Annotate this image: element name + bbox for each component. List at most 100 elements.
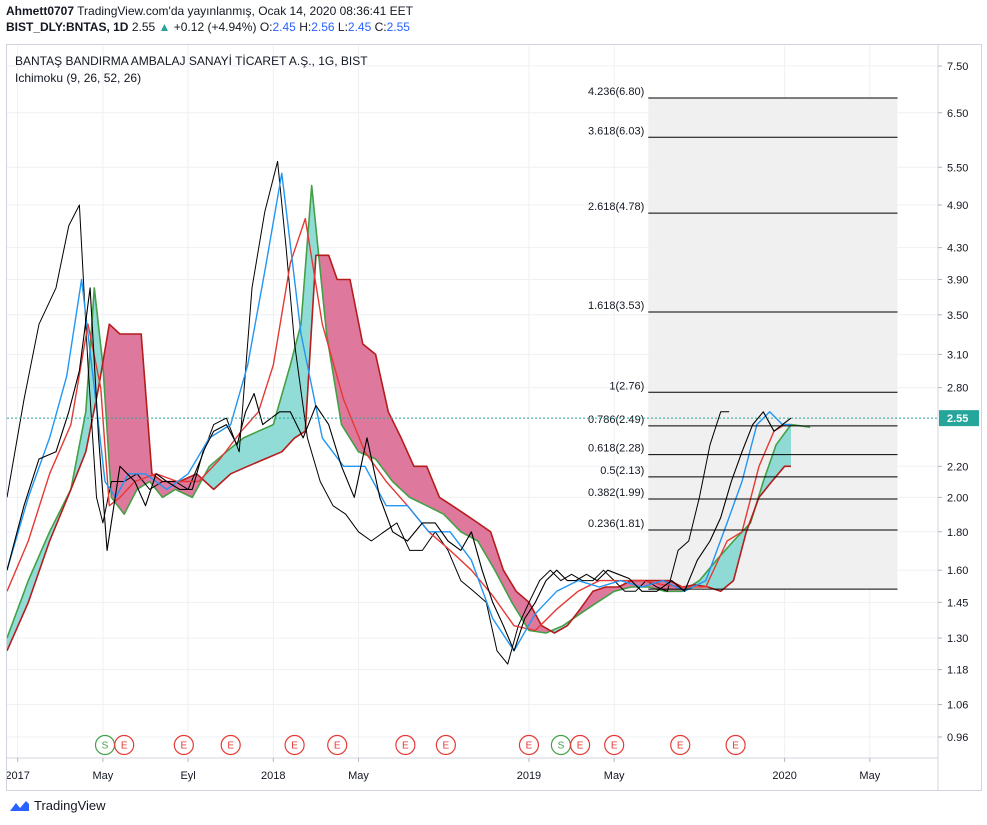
event-marker-label: S <box>102 741 109 752</box>
earnings-marker-icon[interactable] <box>670 734 691 756</box>
last-price: 2.55 <box>131 20 156 34</box>
x-tick-label: May <box>604 770 625 782</box>
earnings-marker-icon[interactable] <box>114 734 135 756</box>
fibonacci-level-label: 0.618(2.28) <box>588 443 644 455</box>
fibonacci-level-label: 0.5(2.13) <box>600 465 644 477</box>
event-marker-label: E <box>577 741 584 752</box>
fibonacci-level-label: 0.382(1.99) <box>588 487 644 499</box>
earnings-marker-icon[interactable] <box>395 734 416 756</box>
symbol-label: BIST_DLY:BNTAS, 1D <box>6 20 129 34</box>
y-tick-label: 4.30 <box>947 243 968 255</box>
kumo-cloud-bullish <box>203 185 318 490</box>
earnings-marker-icon[interactable] <box>569 734 591 756</box>
x-tick-label: 2019 <box>517 770 541 782</box>
tradingview-logo[interactable]: TradingView <box>8 798 106 813</box>
y-tick-label: 2.80 <box>947 383 968 395</box>
y-tick-label: 1.80 <box>947 527 968 539</box>
x-tick-label: May <box>348 770 369 782</box>
x-tick-label: 2018 <box>261 770 285 782</box>
open-value: 2.45 <box>272 20 296 34</box>
event-marker-label: E <box>291 741 298 752</box>
chart-title: BANTAŞ BANDIRMA AMBALAJ SANAYİ TİCARET A… <box>15 54 368 68</box>
event-marker-label: E <box>611 741 618 752</box>
x-tick-label: May <box>92 770 113 782</box>
senkou-span-b-line[interactable] <box>7 254 791 652</box>
earnings-marker-icon[interactable] <box>220 734 241 756</box>
fibonacci-level-label: 3.618(6.03) <box>588 125 644 137</box>
high-label: H: <box>299 20 312 34</box>
fibonacci-level-label: 0.786(2.49) <box>588 414 644 426</box>
close-label: C: <box>374 20 387 34</box>
y-tick-label: 2.20 <box>947 461 968 473</box>
chart-legend: BANTAŞ BANDIRMA AMBALAJ SANAYİ TİCARET A… <box>15 53 368 87</box>
earnings-marker-icon[interactable] <box>327 734 348 756</box>
event-marker-label: E <box>334 741 341 752</box>
y-tick-label: 1.60 <box>947 565 968 577</box>
low-label: L: <box>337 20 348 34</box>
event-marker-label: E <box>677 741 684 752</box>
price-chart[interactable]: 4.236(6.80) 3.618(6.03) 2.618(4.78) 1.618(3… <box>0 0 987 795</box>
open-label: O: <box>259 20 273 34</box>
event-marker-label: E <box>227 741 234 752</box>
last-price-label: 2.55 <box>947 413 968 425</box>
senkou-span-a-line[interactable] <box>7 184 811 639</box>
event-marker-label: E <box>732 741 739 752</box>
y-tick-label: 5.50 <box>947 162 968 174</box>
y-tick-label: 1.45 <box>947 597 968 609</box>
y-tick-label: 0.96 <box>947 732 968 744</box>
y-tick-label: 7.50 <box>947 61 968 73</box>
x-tick-label: May <box>859 770 880 782</box>
y-tick-label: 1.06 <box>947 700 968 712</box>
event-marker-label: E <box>526 741 533 752</box>
close-value: 2.55 <box>386 20 410 34</box>
y-tick-label: 4.90 <box>947 200 968 212</box>
publish-line: Ahmett0707 TradingView.com'da yayınlanmı… <box>6 3 966 19</box>
event-marker-label: S <box>558 741 565 752</box>
indicator-label[interactable]: Ichimoku (9, 26, 52, 26) <box>15 71 142 85</box>
author-name[interactable]: Ahmett0707 <box>6 4 75 18</box>
earnings-marker-icon[interactable] <box>725 734 746 756</box>
low-value: 2.45 <box>347 20 372 34</box>
tradingview-cloud-icon <box>10 800 29 811</box>
x-tick-label: 2017 <box>5 770 29 782</box>
event-marker-label: E <box>402 741 409 752</box>
earnings-marker-icon[interactable] <box>435 734 456 756</box>
x-tick-label: Eyl <box>180 770 195 782</box>
publish-info: TradingView.com'da yayınlanmış, Ocak 14,… <box>77 4 413 18</box>
y-tick-label: 1.30 <box>947 633 968 645</box>
x-tick-label: 2020 <box>772 770 796 782</box>
chart-frame <box>6 44 982 791</box>
kumo-cloud-bullish <box>755 424 791 506</box>
earnings-marker-icon[interactable] <box>604 734 625 756</box>
y-tick-label: 3.10 <box>947 349 968 361</box>
chikou-span-line[interactable] <box>7 160 730 665</box>
up-arrow-icon: ▲ <box>158 20 171 34</box>
fibonacci-level-label: 2.618(4.78) <box>588 201 644 213</box>
y-tick-label: 6.50 <box>947 108 968 120</box>
earnings-marker-icon[interactable] <box>284 734 305 756</box>
y-tick-label: 3.50 <box>947 310 968 322</box>
event-marker-label: E <box>443 741 450 752</box>
fibonacci-level-label: 0.236(1.81) <box>588 518 644 530</box>
high-value: 2.56 <box>311 20 335 34</box>
price-change: +0.12 (+4.94%) <box>173 20 257 34</box>
earnings-marker-icon[interactable] <box>518 734 540 756</box>
y-tick-label: 1.18 <box>947 665 968 677</box>
earnings-marker-icon[interactable] <box>173 734 194 756</box>
event-marker-label: E <box>180 741 187 752</box>
kumo-cloud-bullish <box>551 619 572 633</box>
last-price-badge <box>939 410 979 427</box>
chart-header: Ahmett0707 TradingView.com'da yayınlanmı… <box>6 3 966 35</box>
brand-name: TradingView <box>34 798 106 813</box>
ohlc-line: BIST_DLY:BNTAS, 1D 2.55 ▲ +0.12 (+4.94%)… <box>6 19 966 35</box>
price-line[interactable] <box>7 287 792 652</box>
fibonacci-level-label: 1.618(3.53) <box>588 300 644 312</box>
kijun-sen-line[interactable] <box>7 217 791 632</box>
fibonacci-level-label: 4.236(6.80) <box>588 86 644 98</box>
fibonacci-level-label: 1(2.76) <box>609 380 644 392</box>
kumo-cloud-bearish <box>102 324 202 515</box>
y-tick-label: 3.90 <box>947 274 968 286</box>
y-tick-label: 2.00 <box>947 492 968 504</box>
event-marker-label: E <box>121 741 128 752</box>
fibonacci-zone[interactable] <box>648 98 898 590</box>
